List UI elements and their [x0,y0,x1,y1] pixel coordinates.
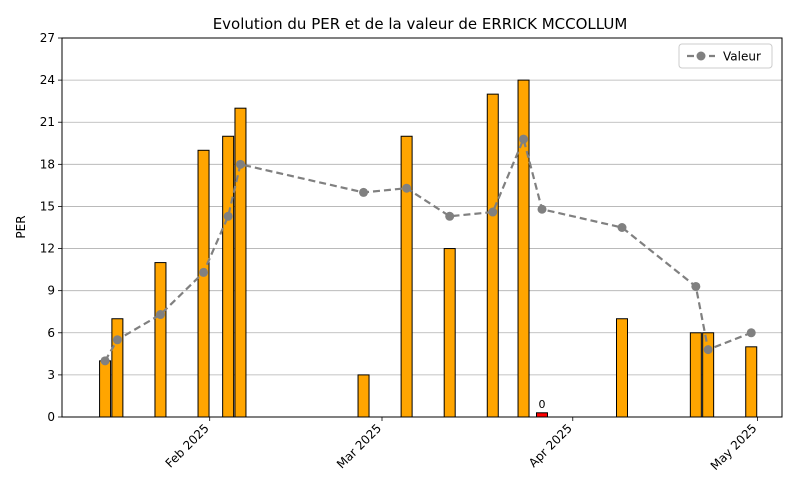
chart-title: Evolution du PER et de la valeur de ERRI… [213,15,628,33]
value-point [359,187,369,197]
legend-box [678,43,773,69]
per-bar [222,135,235,418]
value-point [223,211,233,221]
per-bar [99,360,112,418]
per-bar [197,149,210,418]
per-bar [517,79,530,418]
bars: 0 [99,79,758,418]
y-tick-label: 15 [40,199,55,213]
per-bar [616,318,628,418]
value-point [100,356,110,366]
per-bar [111,318,124,418]
bar-data-label: 0 [539,398,546,411]
value-point [235,159,245,169]
per-bar [154,262,167,418]
legend-marker [696,51,706,61]
per-bar [745,346,758,418]
value-point [703,345,713,355]
x-tick-label: Feb 2025 [163,421,212,470]
x-tick-label: Apr 2025 [526,421,575,470]
y-tick-label: 18 [40,157,55,171]
value-point [112,335,122,345]
grid [62,37,782,418]
value-point [155,310,165,320]
y-tick-label: 3 [47,368,55,382]
value-point [537,204,547,214]
value-line [100,134,756,366]
value-point [488,207,498,217]
y-tick-label: 21 [40,115,55,129]
y-tick-label: 9 [47,284,55,298]
value-point [519,134,529,144]
per-bar [400,135,413,418]
plot-frame [61,37,783,418]
value-point [746,328,756,338]
per-bar [536,412,548,418]
y-tick-label: 24 [40,73,55,87]
per-bar [443,248,456,418]
value-point [691,281,701,291]
per-bar [486,93,499,418]
y-tick-label: 6 [47,326,55,340]
legend-label: Valeur [723,50,761,64]
y-tick-label: 0 [47,410,55,424]
value-point [199,267,209,277]
y-axis-label: PER [14,215,28,238]
value-point [617,223,627,232]
y-tick-label: 27 [40,31,55,45]
value-series-line [104,135,752,362]
per-bar [357,374,370,418]
legend: Valeur [678,43,773,69]
y-tick-label: 12 [40,242,55,256]
x-tick-label: May 2025 [708,421,760,473]
per-bar [689,332,702,418]
per-bar [234,107,247,418]
x-tick-label: Mar 2025 [334,421,384,471]
value-point [402,183,412,193]
value-point [445,211,455,221]
